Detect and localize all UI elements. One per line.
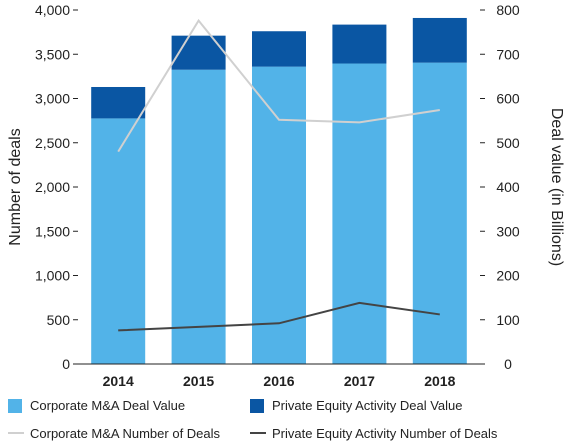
left-tick-label: 2,500 [35, 135, 70, 151]
x-tick-label: 2018 [424, 373, 455, 389]
legend-swatch [250, 399, 264, 413]
bar-pe-value-2018 [412, 17, 467, 63]
right-tick-label: 100 [496, 312, 520, 328]
bar-pe-value-2017 [332, 24, 387, 64]
left-tick-label: 1,000 [35, 268, 70, 284]
lines-group [117, 18, 440, 332]
legend-label: Private Equity Activity Deal Value [272, 398, 463, 413]
x-tick-label: 2015 [183, 373, 214, 389]
x-tick-label: 2014 [103, 373, 134, 389]
right-tick-label: 0 [504, 356, 512, 372]
bar-pe-value-2016 [252, 31, 306, 67]
legend-label: Private Equity Activity Number of Deals [272, 426, 498, 441]
left-tick-label: 4,000 [35, 2, 70, 18]
left-tick-label: 3,500 [35, 46, 70, 62]
bar-corporate-ma-value-2015 [171, 69, 226, 365]
left-tick-label: 2,000 [35, 179, 70, 195]
left-tick-label: 500 [47, 312, 71, 328]
bars-group [91, 17, 467, 365]
right-tick-label: 500 [496, 135, 520, 151]
x-tick-label: 2016 [263, 373, 294, 389]
y-left-axis-title: Number of deals [7, 128, 24, 245]
right-tick-label: 200 [496, 268, 520, 284]
left-tick-label: 1,500 [35, 223, 70, 239]
bar-corporate-ma-value-2018 [412, 62, 467, 364]
line-pe-deals [118, 301, 440, 332]
left-axis-ticks: 0 500 1,000 1,500 2,000 2,500 3,000 3,500 4,000 [35, 2, 78, 372]
bar-pe-value-2014 [91, 86, 146, 119]
legend: Corporate M&A Deal Value Private Equity A… [8, 398, 498, 441]
right-tick-label: 600 [496, 91, 520, 107]
y-right-axis-title: Deal value (in Billions) [548, 108, 565, 266]
right-axis-ticks: 0 100 200 300 400 500 600 700 800 [480, 2, 520, 372]
bar-corporate-ma-value-2017 [332, 63, 387, 364]
legend-label: Corporate M&A Deal Value [30, 398, 185, 413]
legend-swatch [8, 399, 22, 413]
bar-corporate-ma-value-2014 [91, 118, 146, 364]
legend-label: Corporate M&A Number of Deals [30, 426, 221, 441]
right-tick-label: 400 [496, 179, 520, 195]
left-tick-label: 3,000 [35, 91, 70, 107]
right-tick-label: 700 [496, 46, 520, 62]
x-tick-label: 2017 [344, 373, 375, 389]
left-tick-label: 0 [62, 356, 70, 372]
right-tick-label: 800 [496, 2, 520, 18]
line-corporate-ma-deals [117, 18, 440, 153]
bar-corporate-ma-value-2016 [252, 66, 306, 364]
x-axis-ticks: 2014 2015 2016 2017 2018 [103, 373, 456, 389]
right-tick-label: 300 [496, 223, 520, 239]
